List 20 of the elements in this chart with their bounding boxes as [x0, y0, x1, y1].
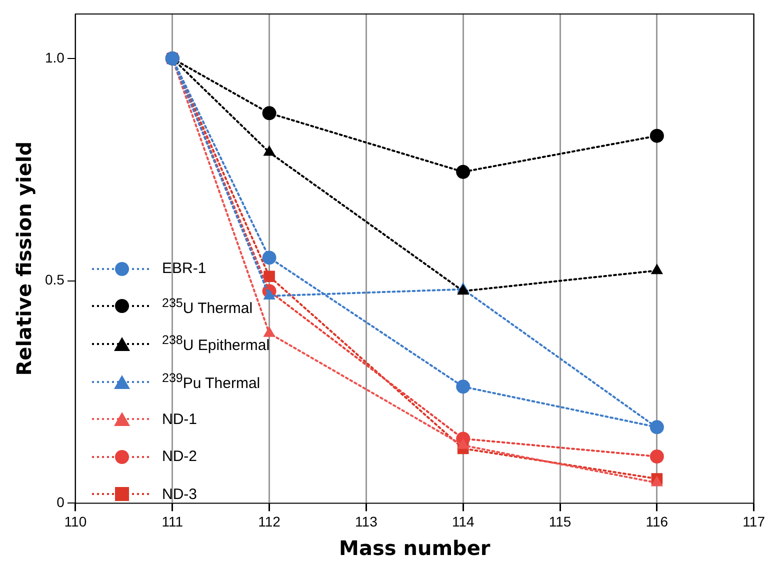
- x-axis-title: Mass number: [339, 536, 490, 560]
- x-tick-label: 115: [548, 513, 572, 530]
- x-tick-label: 113: [355, 513, 378, 530]
- legend-label: $^{239}$Pu Thermal: [162, 371, 260, 392]
- x-tick-label: 114: [452, 513, 474, 530]
- x-tick-label: 117: [742, 513, 766, 530]
- x-tick-label: 112: [258, 513, 281, 530]
- legend-label: $^{235}$U Thermal: [162, 296, 253, 317]
- legend-label: ND-2: [162, 448, 198, 466]
- y-axis-title: Relative fission yield: [12, 141, 36, 376]
- legend-label: ND-1: [162, 410, 198, 428]
- x-tick-label: 111: [162, 513, 184, 530]
- legend-label: ND-3: [162, 486, 198, 503]
- y-tick-label: 1.0: [44, 49, 65, 66]
- x-tick-label: 116: [646, 513, 668, 530]
- x-tick-label: 110: [64, 513, 87, 530]
- y-tick-label: 0.5: [44, 272, 65, 288]
- legend-label: EBR-1: [162, 260, 206, 278]
- y-tick-label: 0: [56, 494, 65, 510]
- legend-label: $^{238}$U Epithermal: [162, 333, 270, 354]
